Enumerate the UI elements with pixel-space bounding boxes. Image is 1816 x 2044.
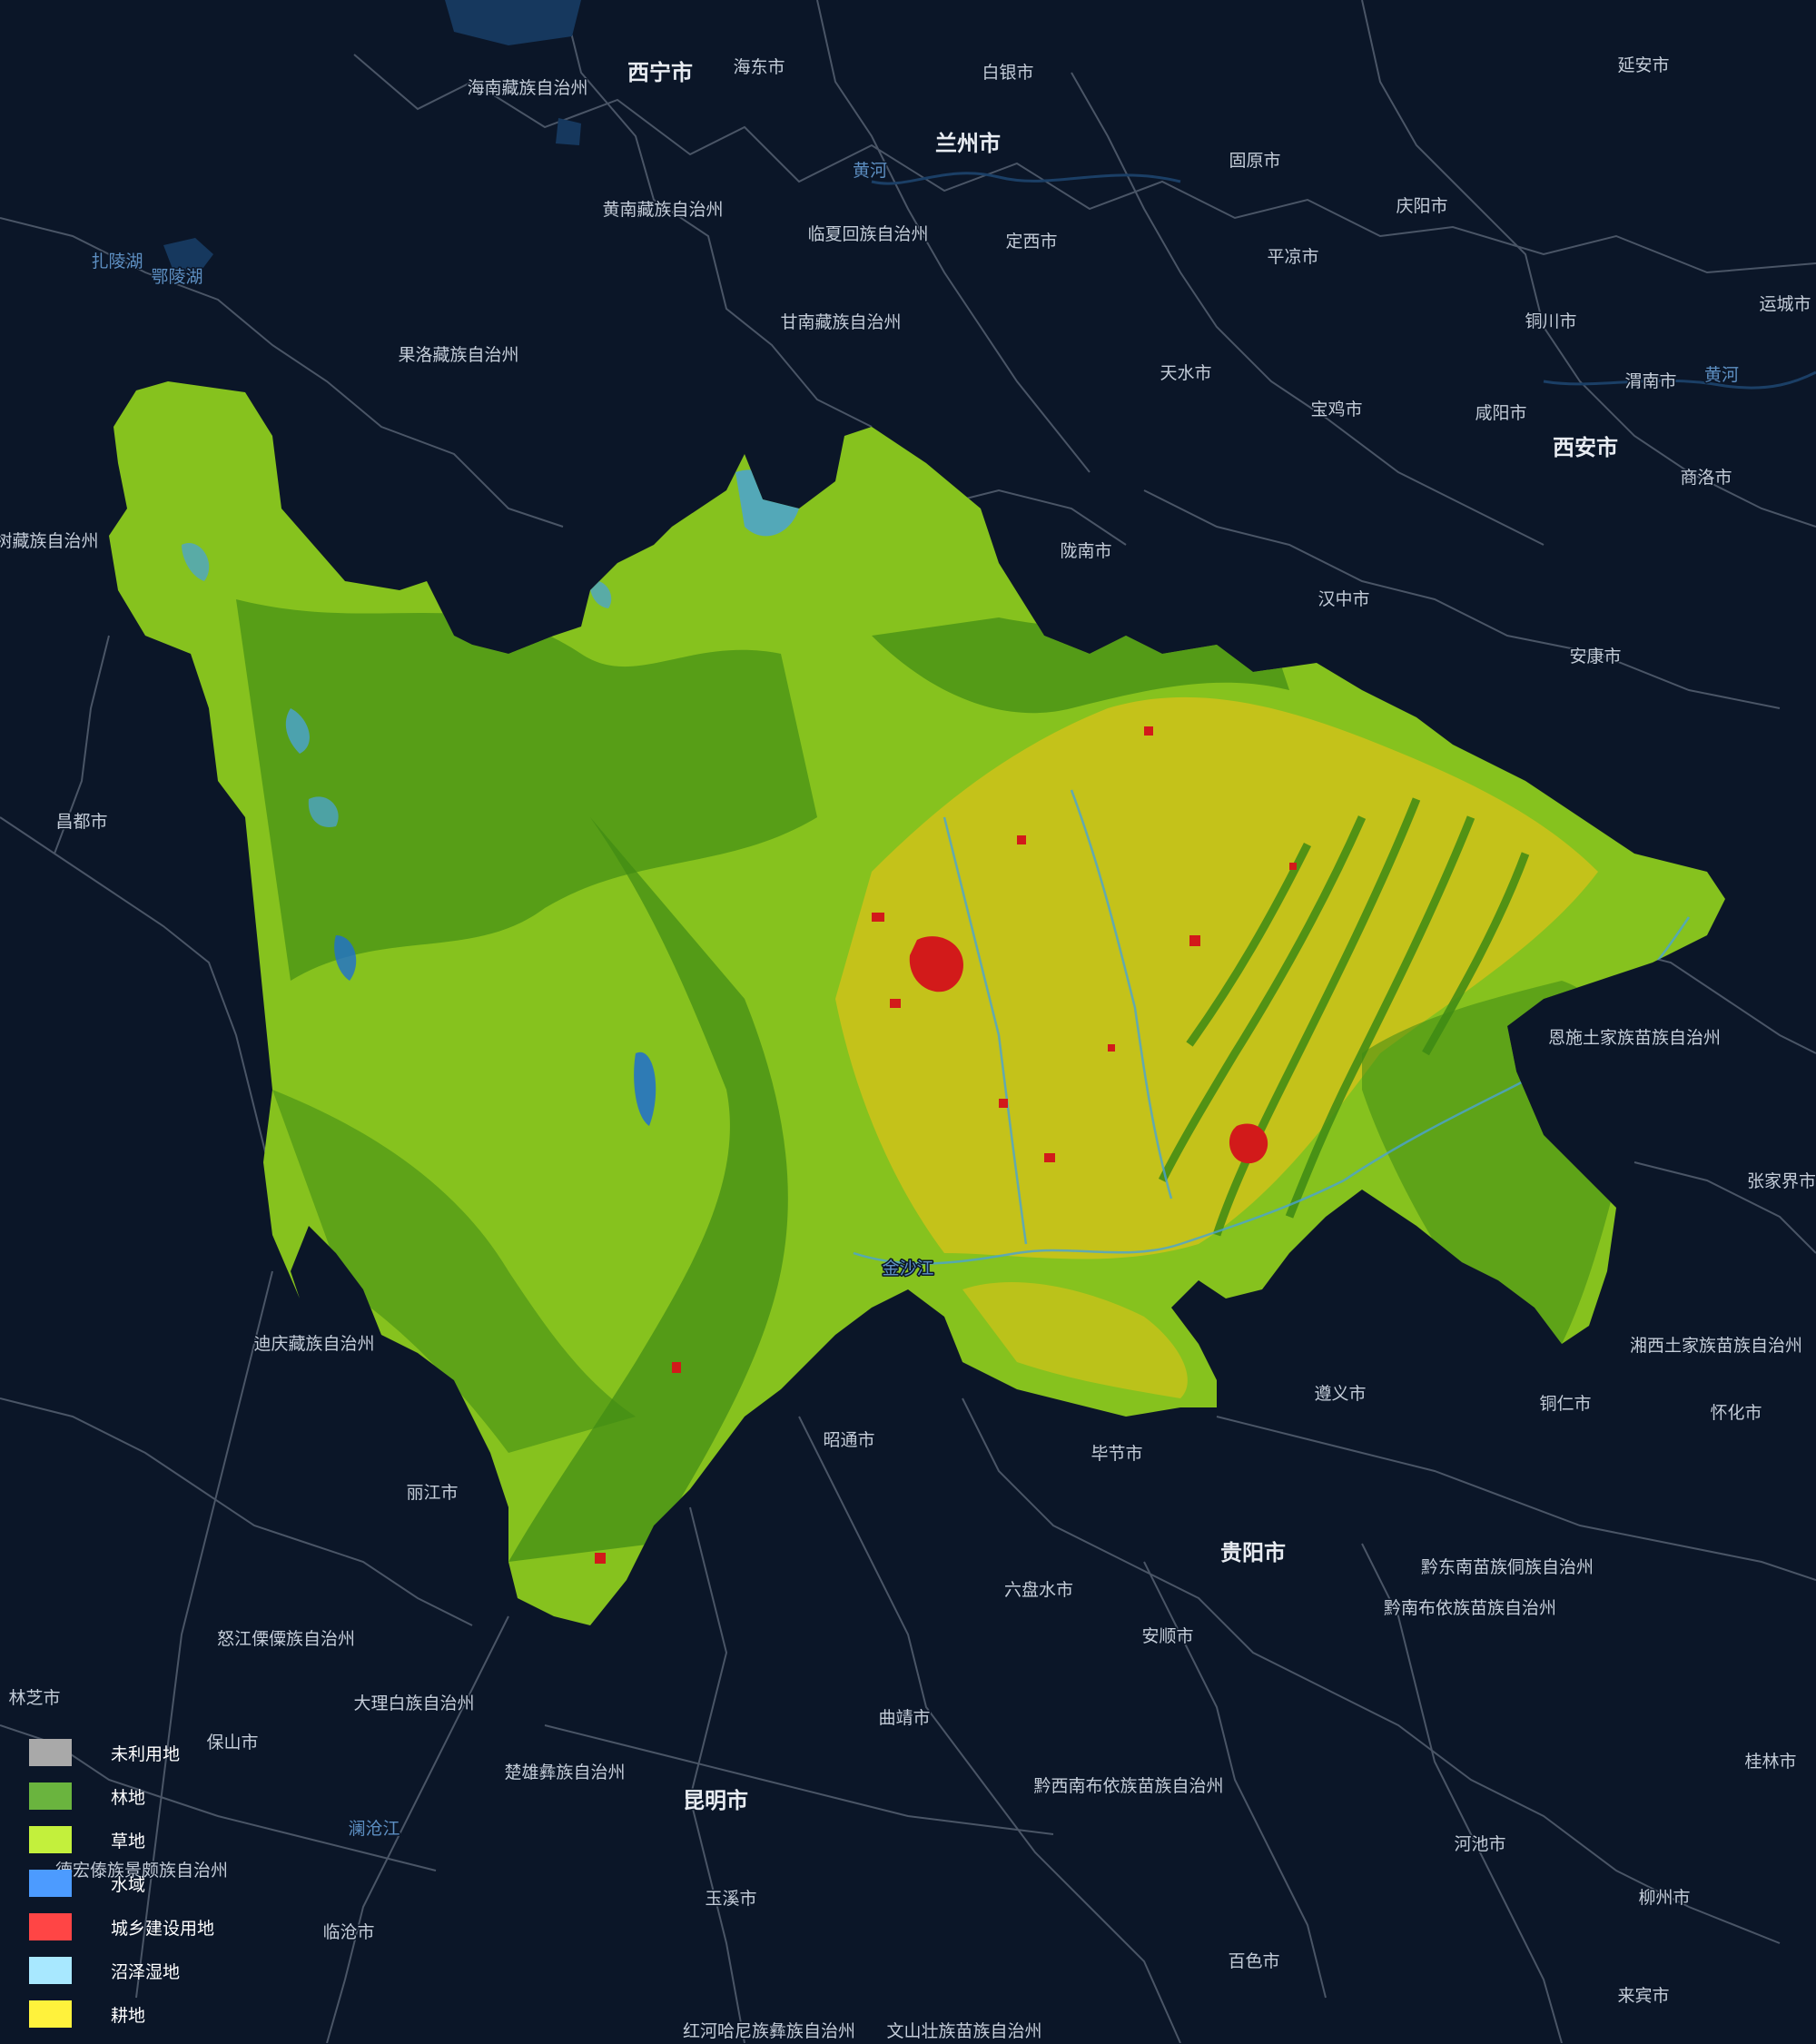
legend-item: 沼泽湿地 bbox=[29, 1957, 301, 2000]
legend-item: 草地 bbox=[29, 1826, 301, 1870]
place-label: 安顺市 bbox=[1141, 1626, 1193, 1646]
place-label: 运城市 bbox=[1759, 294, 1811, 314]
place-label: 渭南市 bbox=[1624, 371, 1676, 391]
legend-swatch bbox=[29, 1739, 72, 1766]
land-use-legend: 未利用地林地草地水域城乡建设用地 沼泽湿地耕地 bbox=[29, 1739, 301, 2044]
place-label: 丽江市 bbox=[406, 1483, 458, 1503]
place-label: 昆明市 bbox=[683, 1788, 748, 1813]
place-label: 六盘水市 bbox=[1004, 1580, 1073, 1600]
legend-label: 水域 bbox=[111, 1875, 146, 1895]
place-label: 楚雄彝族自治州 bbox=[504, 1763, 625, 1782]
legend-swatch bbox=[29, 1870, 72, 1897]
place-label: 临沧市 bbox=[322, 1922, 374, 1942]
place-label: 玉溪市 bbox=[705, 1889, 756, 1909]
place-label: 玉树藏族自治州 bbox=[0, 531, 99, 551]
place-label: 金沙江 bbox=[882, 1259, 933, 1279]
place-label: 昌都市 bbox=[55, 812, 107, 832]
place-label: 庆阳市 bbox=[1396, 196, 1447, 216]
legend-item: 水域 bbox=[29, 1870, 301, 1913]
legend-swatch bbox=[29, 1826, 72, 1853]
place-label: 甘南藏族自治州 bbox=[780, 312, 901, 332]
place-label: 毕节市 bbox=[1091, 1444, 1142, 1464]
place-label: 宝鸡市 bbox=[1310, 400, 1362, 420]
place-label: 海东市 bbox=[733, 57, 785, 77]
place-label: 咸阳市 bbox=[1475, 403, 1526, 423]
place-label: 商洛市 bbox=[1680, 468, 1732, 488]
place-label: 昭通市 bbox=[823, 1430, 874, 1450]
place-label: 林芝市 bbox=[8, 1688, 60, 1708]
place-label: 红河哈尼族彝族自治州 bbox=[683, 2021, 855, 2041]
place-label: 黔南布依族苗族自治州 bbox=[1384, 1598, 1556, 1618]
legend-label: 沼泽湿地 bbox=[111, 1962, 181, 1982]
place-label: 文山壮族苗族自治州 bbox=[886, 2021, 1041, 2041]
place-label: 白银市 bbox=[982, 63, 1033, 83]
legend-item: 林地 bbox=[29, 1782, 301, 1826]
place-label: 延安市 bbox=[1617, 55, 1669, 75]
legend-label: 耕地 bbox=[111, 2006, 146, 2026]
legend-label: 草地 bbox=[111, 1832, 146, 1851]
place-label: 来宾市 bbox=[1617, 1986, 1669, 2006]
place-label: 天水市 bbox=[1160, 363, 1211, 383]
place-label: 大理白族自治州 bbox=[353, 1693, 474, 1713]
place-label: 黄南藏族自治州 bbox=[602, 200, 723, 220]
legend-swatch bbox=[29, 2000, 72, 2028]
place-label: 果洛藏族自治州 bbox=[398, 345, 518, 365]
place-label: 柳州市 bbox=[1638, 1888, 1690, 1908]
place-label: 定西市 bbox=[1005, 232, 1057, 252]
place-label: 平凉市 bbox=[1267, 247, 1318, 267]
legend-item: 未利用地 bbox=[29, 1739, 301, 1782]
place-label: 兰州市 bbox=[935, 131, 1001, 156]
legend-swatch bbox=[29, 1782, 72, 1810]
place-label: 汉中市 bbox=[1318, 589, 1369, 609]
place-label: 怒江傈僳族自治州 bbox=[217, 1629, 355, 1649]
place-label: 保山市 bbox=[206, 1733, 258, 1753]
legend-swatch bbox=[29, 1913, 72, 1940]
place-label: 铜川市 bbox=[1525, 311, 1576, 331]
place-label: 曲靖市 bbox=[878, 1708, 930, 1728]
place-label: 百色市 bbox=[1228, 1951, 1279, 1971]
place-label: 铜仁市 bbox=[1539, 1394, 1591, 1414]
legend-label: 林地 bbox=[111, 1788, 146, 1808]
legend-swatch bbox=[29, 1957, 72, 1984]
place-label: 怀化市 bbox=[1710, 1403, 1762, 1423]
place-labels: 西宁市 海东市 白银市 兰州市 延安市 海南藏族自治州 黄河 固原市 庆阳市 黄… bbox=[0, 54, 1816, 2043]
place-label: 德宏傣族景颇族自治州 bbox=[55, 1861, 228, 1881]
legend-item: 耕地 bbox=[29, 2000, 301, 2044]
place-label: 河池市 bbox=[1454, 1834, 1505, 1854]
place-label: 怀化市 bbox=[1710, 1403, 1762, 1423]
legend-item: 城乡建设用地 bbox=[29, 1913, 301, 1957]
place-label: 海南藏族自治州 bbox=[467, 78, 587, 98]
place-label: 陇南市 bbox=[1060, 541, 1111, 561]
place-label: 遵义市 bbox=[1314, 1384, 1366, 1404]
place-label: 贵阳市 bbox=[1220, 1540, 1286, 1565]
place-label: 黄河 bbox=[853, 161, 887, 181]
place-label: 湘西土家族苗族自治州 bbox=[1630, 1336, 1802, 1356]
place-label: 西安市 bbox=[1553, 435, 1618, 460]
place-label: 黔东南苗族侗族自治州 bbox=[1421, 1557, 1594, 1577]
legend-label: 未利用地 bbox=[111, 1744, 181, 1764]
legend-label: 城乡建设用地 bbox=[111, 1919, 215, 1939]
place-label: 安康市 bbox=[1569, 647, 1621, 667]
place-label: 张家界市 bbox=[1747, 1171, 1816, 1191]
place-label: 西宁市 bbox=[627, 60, 693, 85]
place-label: 鄂陵湖 bbox=[151, 267, 202, 287]
surface-water bbox=[163, 0, 1816, 390]
place-label: 临夏回族自治州 bbox=[807, 224, 928, 244]
place-label: 桂林市 bbox=[1744, 1752, 1796, 1772]
place-label: 澜沧江 bbox=[348, 1819, 400, 1839]
place-label: 扎陵湖 bbox=[91, 252, 143, 272]
place-label: 恩施土家族苗族自治州 bbox=[1548, 1028, 1721, 1048]
place-label: 黄河 bbox=[1704, 365, 1739, 385]
place-label: 黔西南布依族苗族自治州 bbox=[1033, 1776, 1223, 1796]
place-label: 迪庆藏族自治州 bbox=[253, 1334, 374, 1354]
place-label: 固原市 bbox=[1229, 151, 1280, 171]
